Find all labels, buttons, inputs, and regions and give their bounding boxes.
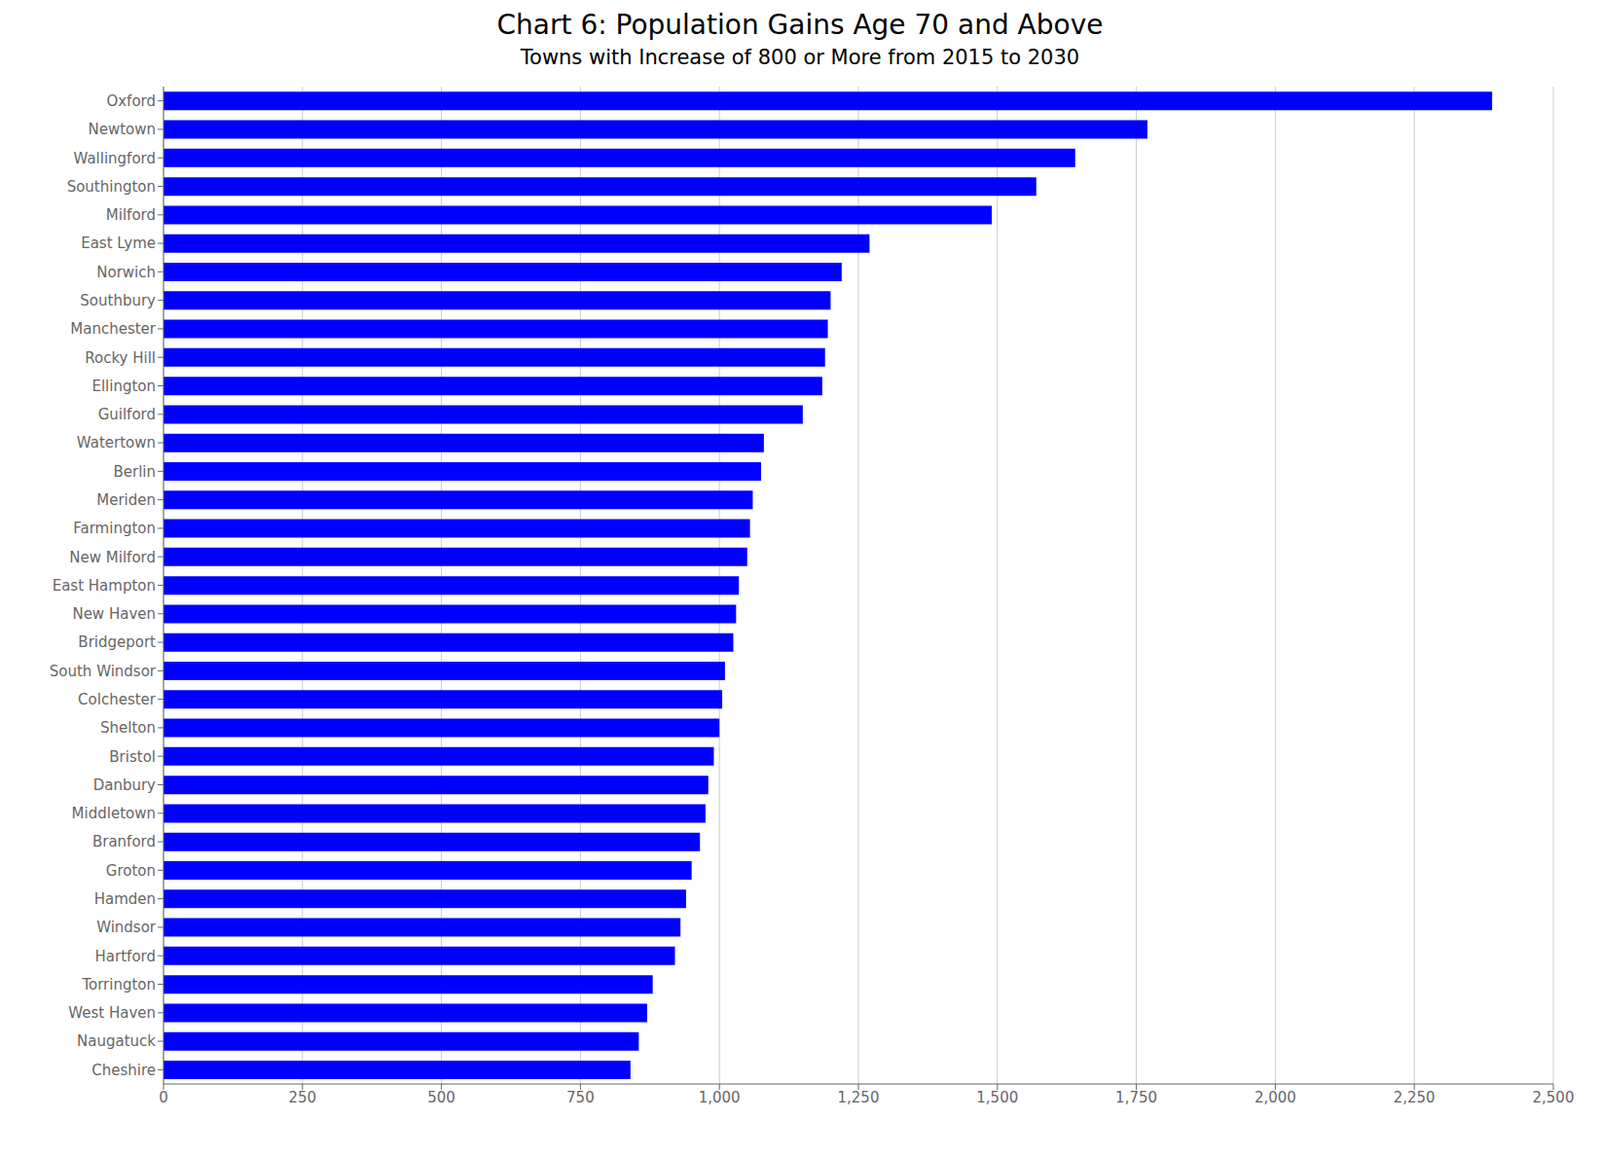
svg-text:750: 750 — [566, 1089, 595, 1107]
svg-text:East Hampton: East Hampton — [52, 577, 156, 595]
svg-text:Rocky Hill: Rocky Hill — [84, 349, 156, 367]
svg-text:New Milford: New Milford — [69, 548, 156, 567]
svg-text:Bristol: Bristol — [109, 748, 156, 766]
svg-text:Southbury: Southbury — [79, 291, 156, 310]
svg-text:Danbury: Danbury — [93, 776, 156, 795]
svg-text:Hamden: Hamden — [94, 890, 156, 909]
svg-text:2,250: 2,250 — [1393, 1089, 1436, 1107]
svg-text:Colchester: Colchester — [77, 690, 157, 709]
svg-text:2,500: 2,500 — [1532, 1089, 1575, 1107]
svg-text:Middletown: Middletown — [72, 804, 156, 823]
svg-text:500: 500 — [427, 1089, 456, 1107]
svg-text:Meriden: Meriden — [96, 491, 156, 510]
svg-text:2,000: 2,000 — [1254, 1089, 1297, 1107]
svg-text:Naugatuck: Naugatuck — [76, 1032, 156, 1051]
svg-text:Farmington: Farmington — [72, 519, 156, 538]
html-text:Towns with Increase of 800 or: Towns with Increase of 800 or More from … — [520, 45, 1080, 70]
svg-text:New Haven: New Haven — [72, 605, 156, 623]
svg-text:Wallingford: Wallingford — [73, 149, 156, 168]
svg-text:Norwich: Norwich — [96, 263, 156, 282]
svg-text:West Haven: West Haven — [68, 1004, 156, 1022]
svg-text:Manchester: Manchester — [70, 320, 157, 338]
svg-text:Branford: Branford — [92, 833, 156, 851]
svg-text:South Windsor: South Windsor — [49, 662, 157, 681]
svg-text:Newtown: Newtown — [87, 120, 156, 139]
svg-text:1,750: 1,750 — [1115, 1089, 1158, 1107]
svg-text:Groton: Groton — [106, 862, 156, 880]
svg-text:Hartford: Hartford — [95, 947, 156, 966]
svg-text:Ellington: Ellington — [91, 377, 156, 396]
svg-text:Windsor: Windsor — [96, 918, 157, 937]
svg-text:1,000: 1,000 — [698, 1089, 741, 1107]
svg-text:Torrington: Torrington — [80, 976, 156, 994]
svg-text:Guilford: Guilford — [98, 405, 156, 424]
svg-text:Oxford: Oxford — [106, 92, 156, 110]
svg-text:1,250: 1,250 — [837, 1089, 880, 1107]
svg-text:Shelton: Shelton — [100, 719, 156, 737]
svg-text:Bridgeport: Bridgeport — [77, 633, 156, 652]
svg-text:Milford: Milford — [106, 206, 156, 224]
svg-text:0: 0 — [158, 1089, 169, 1107]
svg-text:Berlin: Berlin — [112, 463, 156, 481]
html-text:Chart 6: Population Gains Age: Chart 6: Population Gains Age 70 and Abo… — [496, 8, 1104, 41]
svg-text:1,500: 1,500 — [976, 1089, 1019, 1107]
svg-text:250: 250 — [288, 1089, 317, 1107]
svg-text:Cheshire: Cheshire — [91, 1061, 156, 1080]
svg-text:Watertown: Watertown — [76, 434, 156, 452]
svg-text:Southington: Southington — [67, 178, 156, 196]
svg-text:East Lyme: East Lyme — [80, 234, 156, 253]
